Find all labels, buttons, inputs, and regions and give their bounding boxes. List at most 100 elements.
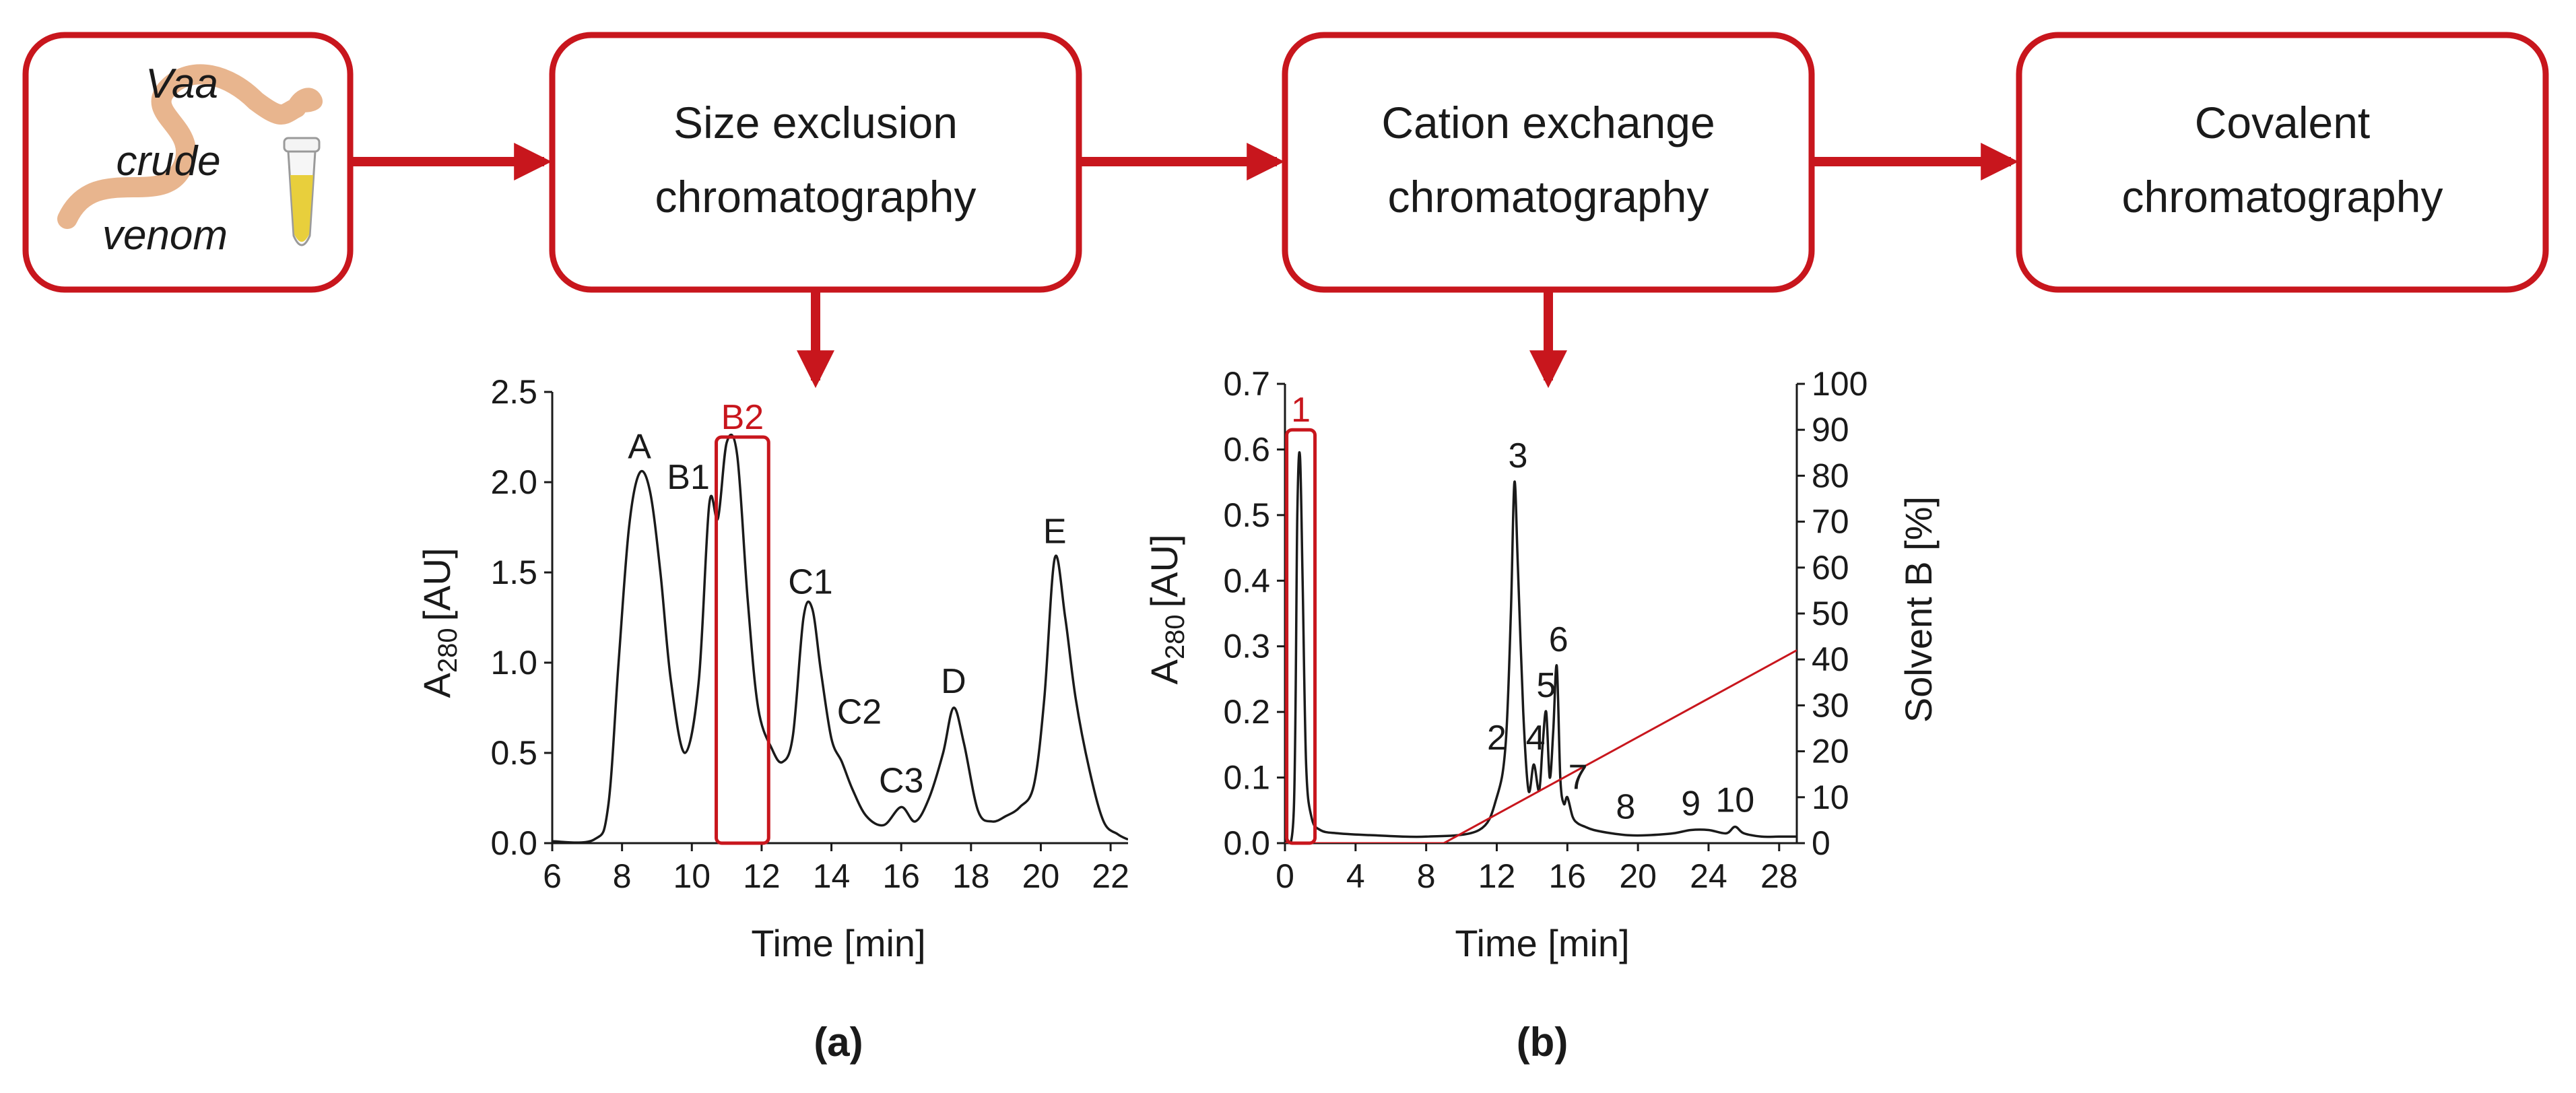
- chart-b-peak-label: 7: [1568, 758, 1588, 797]
- chart-b-y-right-tick-label: 50: [1812, 595, 1849, 632]
- chart-b-x-tick-label: 8: [1417, 857, 1436, 895]
- chart-b-y-right-tick-label: 30: [1812, 686, 1849, 724]
- chart-b-x-tick-label: 28: [1760, 857, 1798, 895]
- flow-step-sec: Size exclusion chromatography: [549, 32, 1082, 293]
- chart-a-x-tick-label: 16: [882, 857, 920, 895]
- chart-a-plot: [552, 434, 1128, 843]
- svg-text:A280[AU]: A280 [AU]: [416, 548, 463, 698]
- chart-b-highlight-box: [1285, 428, 1317, 845]
- chart-b-highlight: 1: [1285, 391, 1317, 845]
- chart-a-y-tick-label: 0.0: [490, 824, 537, 862]
- chart-a-peak-label: D: [941, 662, 966, 701]
- chart-b-peak-labels: 2 3 4 5 6 78 9 10: [1487, 436, 1754, 826]
- chart-a-highlight-label: B2: [721, 398, 764, 437]
- chart-b-peak-label: 5: [1536, 666, 1556, 705]
- cov-label-line-1: Covalent: [2195, 98, 2371, 147]
- sec-box: [549, 32, 1082, 293]
- chart-a-ticks: 6 8 10 12 14 16 18 20 22 0.0 0.5 1.0 1.5 2.0 2.5: [490, 373, 1129, 895]
- chart-a-x-tick-label: 18: [952, 857, 990, 895]
- panel-label-a: (a): [814, 1020, 863, 1065]
- chart-a-peak-label: B1: [667, 458, 710, 497]
- chart-b-x-tick-label: 0: [1276, 857, 1294, 895]
- chart-a-peak-label: C1: [788, 563, 832, 602]
- chart-b-y-tick-label: 0.6: [1223, 430, 1270, 468]
- chart-b-x-tick-label: 20: [1619, 857, 1657, 895]
- chart-b-y-tick-label: 0.7: [1223, 365, 1270, 403]
- panel-label-b: (b): [1517, 1020, 1568, 1065]
- chart-b-y-right-tick-label: 60: [1812, 549, 1849, 587]
- chart-b-series-solvent-b: [1285, 649, 1797, 843]
- chart-a-highlight: B2: [715, 398, 770, 845]
- chart-b-peak-label: 2: [1487, 719, 1507, 758]
- chart-b-x-tick-label: 24: [1690, 857, 1727, 895]
- chart-a-x-tick-label: 20: [1022, 857, 1060, 895]
- chart-a-peak-label: A: [628, 428, 651, 467]
- chart-b-y-right-tick-label: 80: [1812, 457, 1849, 494]
- flow-step-cov: Covalent chromatography: [2016, 32, 2549, 293]
- chart-a-x-tick-label: 22: [1092, 857, 1129, 895]
- cex-label-line-2: chromatography: [1388, 172, 1709, 222]
- chart-a-peak-label: C2: [837, 693, 882, 732]
- chart-b-peak-label: 8: [1616, 787, 1635, 826]
- flow-step-venom: Vaa crude venom: [22, 32, 354, 293]
- chart-b-xlabel: Time [min]: [1455, 922, 1629, 964]
- venom-label-line-2: crude: [116, 138, 220, 185]
- chart-b-peak-label: 9: [1681, 785, 1700, 824]
- chart-a-x-tick-label: 6: [543, 857, 562, 895]
- chart-a-x-tick-label: 12: [743, 857, 781, 895]
- chart-b-plot: [1285, 451, 1797, 843]
- tube-icon: [283, 137, 321, 246]
- chart-a-ylabel-sub: 280: [433, 628, 463, 673]
- chart-b-ylabel-unit: [AU]: [1143, 534, 1185, 607]
- svg-text:A280[AU]: A280 [AU]: [1143, 534, 1190, 684]
- chart-a-highlight-box: [715, 435, 770, 845]
- chart-b-y-tick-label: 0.1: [1223, 759, 1270, 797]
- sec-label-line-2: chromatography: [655, 172, 977, 222]
- chart-b-ylabel-right: Solvent B [%]: [1897, 496, 1940, 723]
- chart-a-ylabel-unit: [AU]: [416, 548, 458, 621]
- chart-a-x-tick-label: 10: [673, 857, 711, 895]
- chart-a-peak-labels: A B1 C1 C2 C3 D E: [628, 428, 1066, 801]
- venom-label-line-3: venom: [102, 212, 228, 259]
- chart-a-x-tick-label: 8: [613, 857, 632, 895]
- chart-b-y-tick-label: 0.5: [1223, 496, 1270, 534]
- chart-b-series-a280: [1285, 451, 1797, 843]
- chart-b-peak-label: 4: [1526, 719, 1546, 758]
- chart-b-y-tick-label: 0.0: [1223, 824, 1270, 862]
- chart-a: Time [min] A 280 [AU] 6 8 10 12 14 16 18 20 22 0.0 0…: [416, 373, 1129, 964]
- chart-b-peak-label: 3: [1508, 436, 1527, 475]
- chart-b: Time [min] A280[AU] Solvent B [%] 0 4 8 12 1…: [1143, 365, 1940, 964]
- flow-step-cex: Cation exchange chromatography: [1282, 32, 1815, 293]
- chart-b-ylabel-main: A: [1143, 659, 1185, 685]
- chart-a-peak-label: C3: [879, 761, 923, 800]
- cex-box: [1282, 32, 1815, 293]
- chart-b-y-right-tick-label: 70: [1812, 503, 1849, 541]
- chart-a-peak-label: E: [1043, 512, 1067, 552]
- chart-b-peak-label: 6: [1549, 620, 1568, 659]
- chart-b-y-tick-label: 0.4: [1223, 562, 1270, 599]
- chart-b-y-right-tick-label: 0: [1812, 824, 1830, 862]
- chart-b-y-right-tick-label: 90: [1812, 411, 1849, 449]
- chart-a-x-tick-label: 14: [813, 857, 851, 895]
- chart-b-x-tick-label: 12: [1478, 857, 1516, 895]
- cov-box: [2016, 32, 2549, 293]
- chart-b-y-tick-label: 0.3: [1223, 628, 1270, 665]
- chart-b-y-right-tick-label: 40: [1812, 640, 1849, 678]
- chart-a-xlabel: Time [min]: [751, 922, 925, 964]
- venom-label-line-1: Vaa: [145, 61, 218, 107]
- chart-a-y-tick-label: 0.5: [490, 734, 537, 772]
- chart-a-ylabel: A280 [AU]: [416, 548, 463, 698]
- chart-b-y-right-tick-label: 10: [1812, 779, 1849, 816]
- chart-b-peak-label: 10: [1715, 781, 1754, 820]
- chart-b-highlight-label: 1: [1291, 391, 1311, 430]
- chart-b-ylabel-sub: 280: [1160, 614, 1190, 659]
- chart-a-y-tick-label: 2.5: [490, 373, 537, 411]
- chart-a-y-tick-label: 1.5: [490, 554, 537, 591]
- cov-label-line-2: chromatography: [2122, 172, 2443, 222]
- chart-b-ylabel: A280 [AU]: [1143, 534, 1190, 684]
- chart-b-x-tick-label: 16: [1548, 857, 1586, 895]
- snake-icon: [57, 64, 306, 229]
- chart-b-ticks: 0 4 8 12 16 20 24 280.00.10.20.30.40.50.60.7010…: [1223, 365, 1868, 895]
- chart-a-y-tick-label: 2.0: [490, 463, 537, 501]
